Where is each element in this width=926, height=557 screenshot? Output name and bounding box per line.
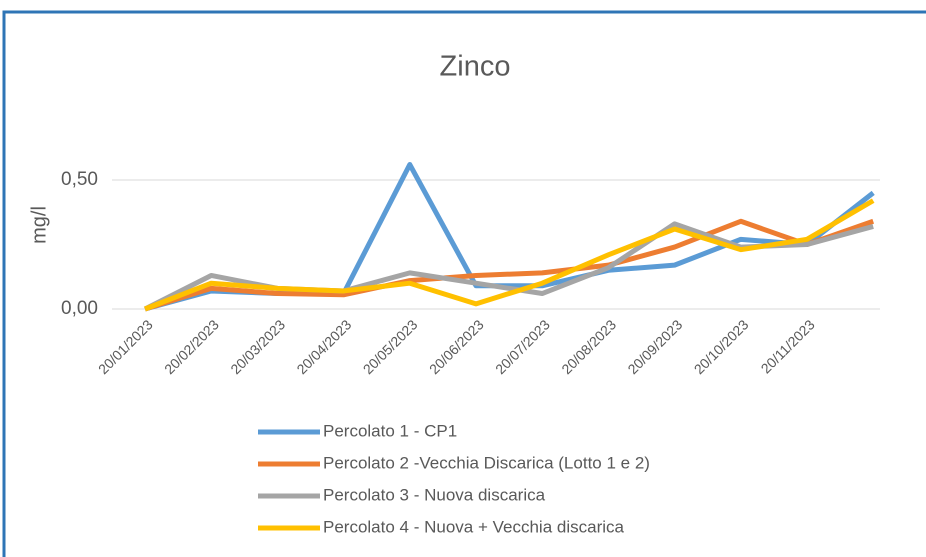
chart-title: Zinco <box>440 51 511 83</box>
series-line <box>144 198 875 312</box>
legend-label: Percolato 4 - Nuova + Vecchia discarica <box>323 517 625 536</box>
frame <box>2 10 926 557</box>
series-line <box>144 218 875 312</box>
y-axis-label: mg/l <box>28 206 50 244</box>
legend-label: Percolato 1 - CP1 <box>323 421 457 440</box>
y-tick-label: 0,50 <box>61 169 98 190</box>
y-tick-label: 0,00 <box>61 298 98 319</box>
legend-label: Percolato 2 -Vecchia Discarica (Lotto 1 … <box>323 453 650 472</box>
legend-label: Percolato 3 - Nuova discarica <box>323 485 546 504</box>
